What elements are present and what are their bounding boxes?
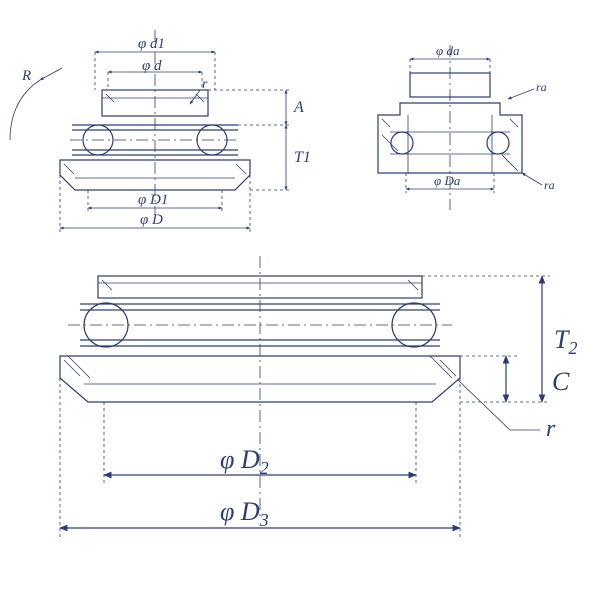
label-D: φ D xyxy=(140,212,163,228)
bearing-diagram: φ d1 φ d r R A T1 φ D1 φ D xyxy=(0,0,600,600)
label-T2: T2 xyxy=(554,325,577,358)
top-right-view: φ da ra ra φ Da xyxy=(378,43,555,210)
label-ra1: ra xyxy=(536,80,547,94)
label-C: C xyxy=(552,367,570,396)
label-da: φ da xyxy=(436,43,460,58)
label-Da: φ Da xyxy=(434,173,461,188)
label-R: R xyxy=(21,68,31,84)
label-D2: φ D2 xyxy=(220,445,269,478)
label-r-bottom: r xyxy=(546,416,556,442)
label-D3: φ D3 xyxy=(220,497,269,530)
top-left-view: φ d1 φ d r R A T1 φ D1 φ D xyxy=(10,30,311,232)
label-d1: φ d1 xyxy=(138,36,165,52)
label-T1: T1 xyxy=(294,149,311,166)
label-ra2: ra xyxy=(544,178,555,192)
label-r-top: r xyxy=(202,77,208,92)
label-D1: φ D1 xyxy=(138,192,168,208)
label-d: φ d xyxy=(142,58,162,74)
label-A: A xyxy=(293,99,304,116)
bottom-view: T2 C r φ D2 φ D3 xyxy=(60,256,577,538)
